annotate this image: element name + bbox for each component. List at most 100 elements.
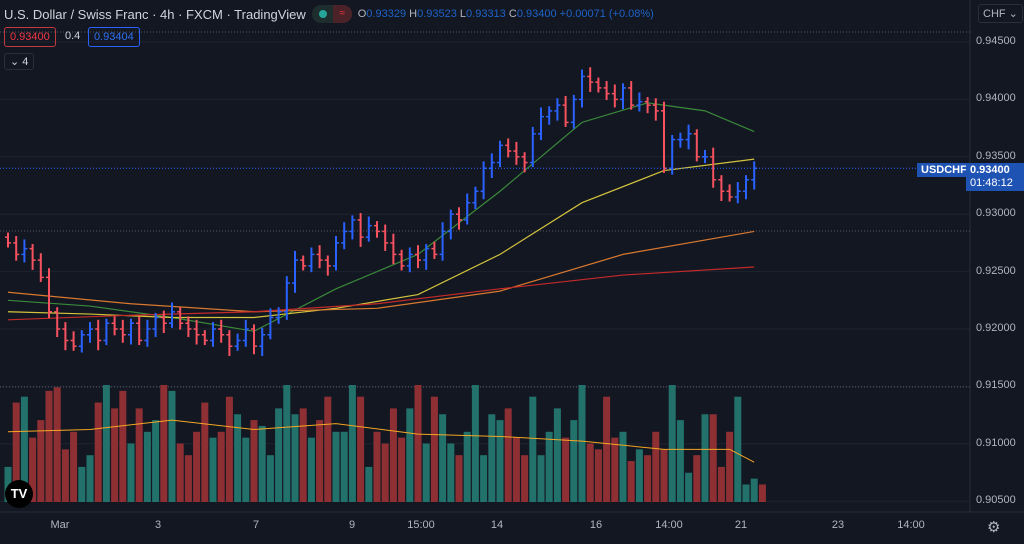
volume-bar [12, 402, 20, 502]
volume-bar [717, 466, 725, 502]
volume-bar [78, 466, 86, 502]
moving-average-line [7, 158, 755, 319]
volume-bar [152, 420, 160, 502]
buy-button[interactable]: 0.93404 [88, 27, 140, 47]
moving-average-line [7, 102, 755, 332]
volume-bar [439, 414, 447, 502]
last-price-tag: 0.93400 01:48:12 [966, 163, 1024, 191]
volume-bar [652, 431, 660, 502]
volume-bar [586, 443, 594, 502]
volume-bar [389, 408, 397, 502]
volume-bar [742, 484, 750, 502]
price-tick: 0.92500 [976, 264, 1016, 277]
volume-bar [119, 390, 127, 502]
price-tick: 0.92000 [976, 322, 1016, 334]
time-tick: 23 [831, 519, 845, 531]
volume-bar [242, 437, 250, 502]
volume-bar [217, 431, 225, 502]
volume-bar [676, 420, 684, 502]
volume-bar [562, 437, 570, 502]
moving-average-line [7, 266, 755, 321]
volume-bar [184, 455, 192, 502]
volume-bar [365, 466, 373, 502]
volume-bar [471, 385, 479, 502]
volume-bar [537, 455, 545, 502]
volume-bar [209, 437, 217, 502]
price-tick: 0.93500 [976, 149, 1016, 162]
time-tick: 16 [589, 519, 603, 531]
volume-bar [447, 443, 455, 502]
time-tick: 7 [252, 519, 260, 531]
time-tick: 21 [734, 519, 748, 531]
volume-bar [37, 420, 45, 502]
volume-bar [480, 455, 488, 502]
volume-bar [324, 396, 332, 502]
volume-bar [455, 455, 463, 502]
market-open-icon [318, 10, 327, 18]
sell-button[interactable]: 0.93400 [4, 27, 56, 47]
volume-bar [644, 455, 652, 502]
volume-bar [611, 437, 619, 502]
volume-bar [668, 385, 676, 502]
indicator-count: 4 [22, 56, 29, 68]
time-tick: 3 [154, 519, 162, 531]
time-tick: 15:00 [407, 519, 435, 531]
volume-bar [176, 443, 184, 502]
volume-bar [225, 396, 233, 502]
last-price: 0.93400 [970, 164, 1010, 176]
volume-bar [307, 437, 315, 502]
volume-bar [61, 449, 69, 502]
volume-bar [283, 385, 291, 502]
volume-bar [168, 390, 176, 502]
spread-value: 0.4 [65, 30, 81, 42]
volume-bar [750, 478, 758, 502]
indicators-toggle[interactable]: ⌄ 4 [4, 53, 35, 70]
volume-bar [529, 396, 537, 502]
volume-bar [94, 402, 102, 502]
price-tick: 0.94500 [976, 35, 1016, 47]
volume-bar [570, 420, 578, 502]
volume-bar [734, 396, 742, 502]
volume-bar [463, 431, 471, 502]
volume-ma-line [7, 419, 755, 463]
volume-bar [86, 455, 94, 502]
volume-bar [193, 431, 201, 502]
volume-bar [135, 408, 143, 502]
volume-bar [627, 461, 635, 502]
volume-bar [553, 408, 561, 502]
moving-average-line [7, 230, 755, 313]
time-tick: 14:00 [655, 519, 683, 531]
volume-bar [373, 431, 381, 502]
volume-bar [758, 484, 766, 502]
volume-bar [594, 449, 602, 502]
volume-bar [29, 437, 37, 502]
volume-bar [685, 472, 693, 502]
volume-bar [726, 431, 734, 502]
time-tick: 14 [490, 519, 504, 531]
volume-bar [512, 437, 520, 502]
bar-countdown: 01:48:12 [970, 177, 1013, 189]
volume-bar [160, 385, 168, 502]
symbol-tag: USDCHF [917, 163, 971, 177]
volume-bar [545, 431, 553, 502]
market-status-indicator[interactable]: ≈ [311, 5, 352, 23]
data-delay-icon: ≈ [332, 5, 352, 23]
volume-bar [332, 431, 340, 502]
volume-bar [381, 443, 389, 502]
symbol-title[interactable]: U.S. Dollar / Swiss Franc · 4h · FXCM · … [4, 6, 306, 22]
volume-bar [234, 414, 242, 502]
volume-bar [701, 414, 709, 502]
volume-bar [709, 414, 717, 502]
currency-select[interactable]: CHF ⌄ [978, 4, 1023, 23]
settings-icon[interactable]: ⚙ [987, 519, 1001, 536]
time-tick: 9 [348, 519, 356, 531]
tradingview-logo[interactable]: TV [5, 480, 33, 508]
volume-bar [496, 420, 504, 502]
price-tick: 0.90500 [976, 494, 1016, 507]
time-tick: Mar [50, 519, 70, 531]
volume-bar [299, 408, 307, 502]
volume-bar [20, 396, 28, 502]
price-tick: 0.91500 [976, 379, 1016, 392]
volume-bar [143, 431, 151, 502]
